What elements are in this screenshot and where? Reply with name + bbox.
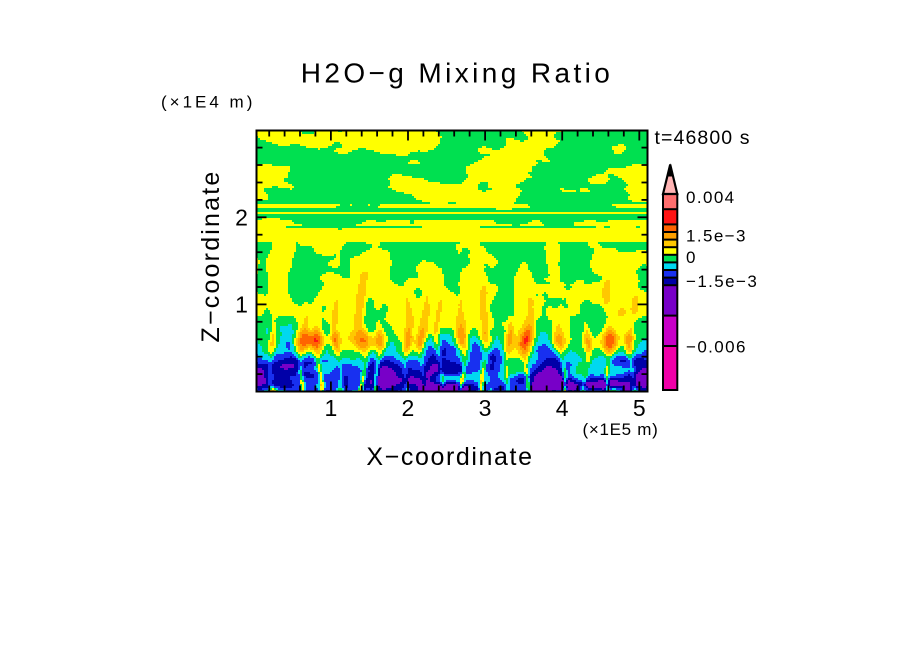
svg-text:t=46800 s: t=46800 s <box>655 127 751 149</box>
svg-text:Z−coordinate: Z−coordinate <box>197 169 225 342</box>
svg-text:1: 1 <box>235 291 248 317</box>
svg-text:2: 2 <box>402 395 415 421</box>
svg-text:0.004: 0.004 <box>686 188 736 207</box>
svg-text:0: 0 <box>686 248 697 267</box>
svg-text:4: 4 <box>556 395 569 421</box>
svg-text:−1.5e−3: −1.5e−3 <box>686 272 758 291</box>
svg-text:X−coordinate: X−coordinate <box>366 443 533 471</box>
svg-text:(×1E4 m): (×1E4 m) <box>161 92 255 111</box>
svg-text:−0.006: −0.006 <box>686 338 747 357</box>
svg-text:1.5e−3: 1.5e−3 <box>686 227 747 246</box>
svg-text:(×1E5 m): (×1E5 m) <box>583 420 659 439</box>
svg-text:H2O−g Mixing Ratio: H2O−g Mixing Ratio <box>301 58 614 89</box>
svg-text:2: 2 <box>235 204 248 230</box>
svg-text:1: 1 <box>324 395 337 421</box>
svg-text:3: 3 <box>479 395 492 421</box>
svg-text:5: 5 <box>633 395 646 421</box>
